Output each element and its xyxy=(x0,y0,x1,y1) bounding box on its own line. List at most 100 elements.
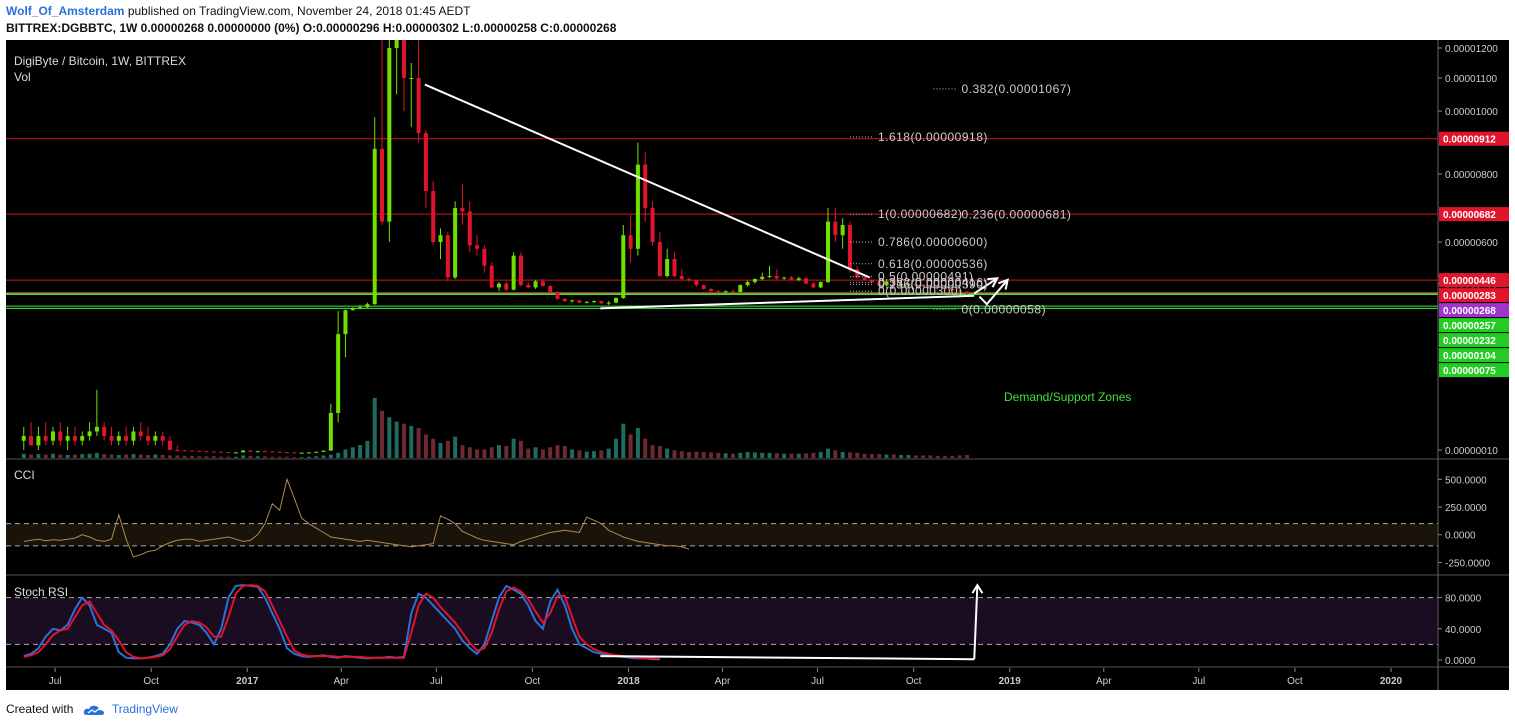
cci-label: CCI xyxy=(14,468,35,482)
price-tag xyxy=(1439,131,1509,146)
candle xyxy=(233,452,238,454)
volume-bar xyxy=(672,450,677,458)
candle xyxy=(365,304,370,308)
candle xyxy=(511,255,516,290)
volume-bar xyxy=(504,446,509,458)
candle xyxy=(760,276,765,280)
time-tick-label: Oct xyxy=(143,676,159,687)
volume-bar xyxy=(855,452,860,458)
candle xyxy=(964,291,969,294)
price-tag-label: 0.00000104 xyxy=(1443,351,1496,362)
volume-bar xyxy=(767,452,772,458)
chart-title: DigiByte / Bitcoin, 1W, BITTREX xyxy=(14,54,186,68)
volume-bar xyxy=(306,456,311,458)
volume-bar xyxy=(782,453,787,458)
candle xyxy=(116,436,121,441)
price-tag-label: 0.00000075 xyxy=(1443,366,1496,377)
tradingview-brand-link[interactable]: TradingView xyxy=(111,702,178,716)
candle xyxy=(796,278,801,280)
volume-bar xyxy=(935,455,940,458)
publish-info: Wolf_Of_Amsterdam published on TradingVi… xyxy=(6,4,470,18)
candle xyxy=(906,283,911,285)
volume-bar xyxy=(72,454,77,458)
price-tag-label: 0.00000268 xyxy=(1443,306,1496,317)
volume-bar xyxy=(241,455,246,458)
candle xyxy=(204,451,209,453)
volume-bar xyxy=(460,445,465,458)
price-tick-label: 0.00001100 xyxy=(1445,74,1498,85)
volume-bar xyxy=(65,455,70,458)
volume-bar xyxy=(387,417,392,458)
candle xyxy=(460,208,465,212)
volume-bar xyxy=(796,453,801,458)
candle xyxy=(767,276,772,277)
candle xyxy=(577,300,582,303)
price-tag xyxy=(1439,273,1509,288)
stoch-d-line xyxy=(23,584,661,661)
volume-bar xyxy=(343,449,348,458)
volume-bar xyxy=(635,428,640,458)
price-tag-label: 0.00000232 xyxy=(1443,336,1496,347)
volume-bar xyxy=(869,454,874,458)
volume-bar xyxy=(43,454,48,458)
volume-label: Vol xyxy=(14,70,31,84)
candle xyxy=(102,426,107,437)
volume-bar xyxy=(628,434,633,458)
projection-arrow xyxy=(978,279,1009,306)
volume-bar xyxy=(738,452,743,458)
volume-bar xyxy=(58,454,63,458)
published-text: published on TradingView.com, November 2… xyxy=(127,4,471,18)
price-tick-label: 0.00000600 xyxy=(1445,238,1498,249)
volume-bar xyxy=(899,455,904,458)
chart-svg[interactable]: Demand/Support Zones 0.382(0.00001067) 1.… xyxy=(6,40,1509,690)
volume-bar xyxy=(694,451,699,458)
candle xyxy=(160,436,165,441)
volume-bar xyxy=(964,455,969,458)
candle xyxy=(453,208,458,278)
volume-bar xyxy=(138,454,143,458)
volume-bar xyxy=(394,421,399,458)
time-tick-label: Jul xyxy=(430,676,443,687)
stoch-tick-label: 80.0000 xyxy=(1445,594,1482,605)
zone-label: Demand/Support Zones xyxy=(1004,390,1131,404)
candle xyxy=(782,277,787,279)
volume-bar xyxy=(555,445,560,458)
volume-bar xyxy=(248,455,253,458)
volume-bar xyxy=(94,452,99,458)
volume-bar xyxy=(328,454,333,458)
time-tick-label: Jul xyxy=(811,676,824,687)
volume-bar xyxy=(862,453,867,458)
fib-label: 1.618(0.00000918) xyxy=(878,130,988,144)
volume-bar xyxy=(226,456,231,458)
volume-bar xyxy=(921,455,926,458)
candle xyxy=(58,431,63,441)
fib-label: 0.236(0.00000390) xyxy=(878,277,988,291)
volume-bar xyxy=(409,425,414,458)
candle xyxy=(570,300,575,302)
volume-bar xyxy=(950,455,955,458)
fib-label: 0.236(0.00000681) xyxy=(962,207,1072,221)
volume-bar xyxy=(453,436,458,458)
volume-bar xyxy=(233,456,238,458)
volume-bar xyxy=(497,445,502,458)
candle xyxy=(548,285,553,292)
volume-bar xyxy=(489,447,494,458)
volume-bar xyxy=(131,454,136,458)
stoch-projection-arrow xyxy=(973,585,979,660)
volume-bar xyxy=(401,423,406,458)
candle xyxy=(504,283,509,290)
author-link[interactable]: Wolf_Of_Amsterdam xyxy=(6,4,125,18)
time-tick-label: Oct xyxy=(525,676,541,687)
candle xyxy=(899,284,904,286)
candle xyxy=(124,436,129,441)
candle xyxy=(321,450,326,452)
time-tick-label: 2017 xyxy=(236,676,259,687)
candle xyxy=(146,436,151,441)
chart-area[interactable]: Demand/Support Zones 0.382(0.00001067) 1.… xyxy=(6,40,1509,690)
candle xyxy=(189,450,194,452)
candle xyxy=(43,436,48,441)
volume-bar xyxy=(679,451,684,458)
volume-bar xyxy=(475,449,480,458)
volume-bar xyxy=(467,447,472,458)
fib-label: 0.5(0.00000491) xyxy=(878,270,974,284)
